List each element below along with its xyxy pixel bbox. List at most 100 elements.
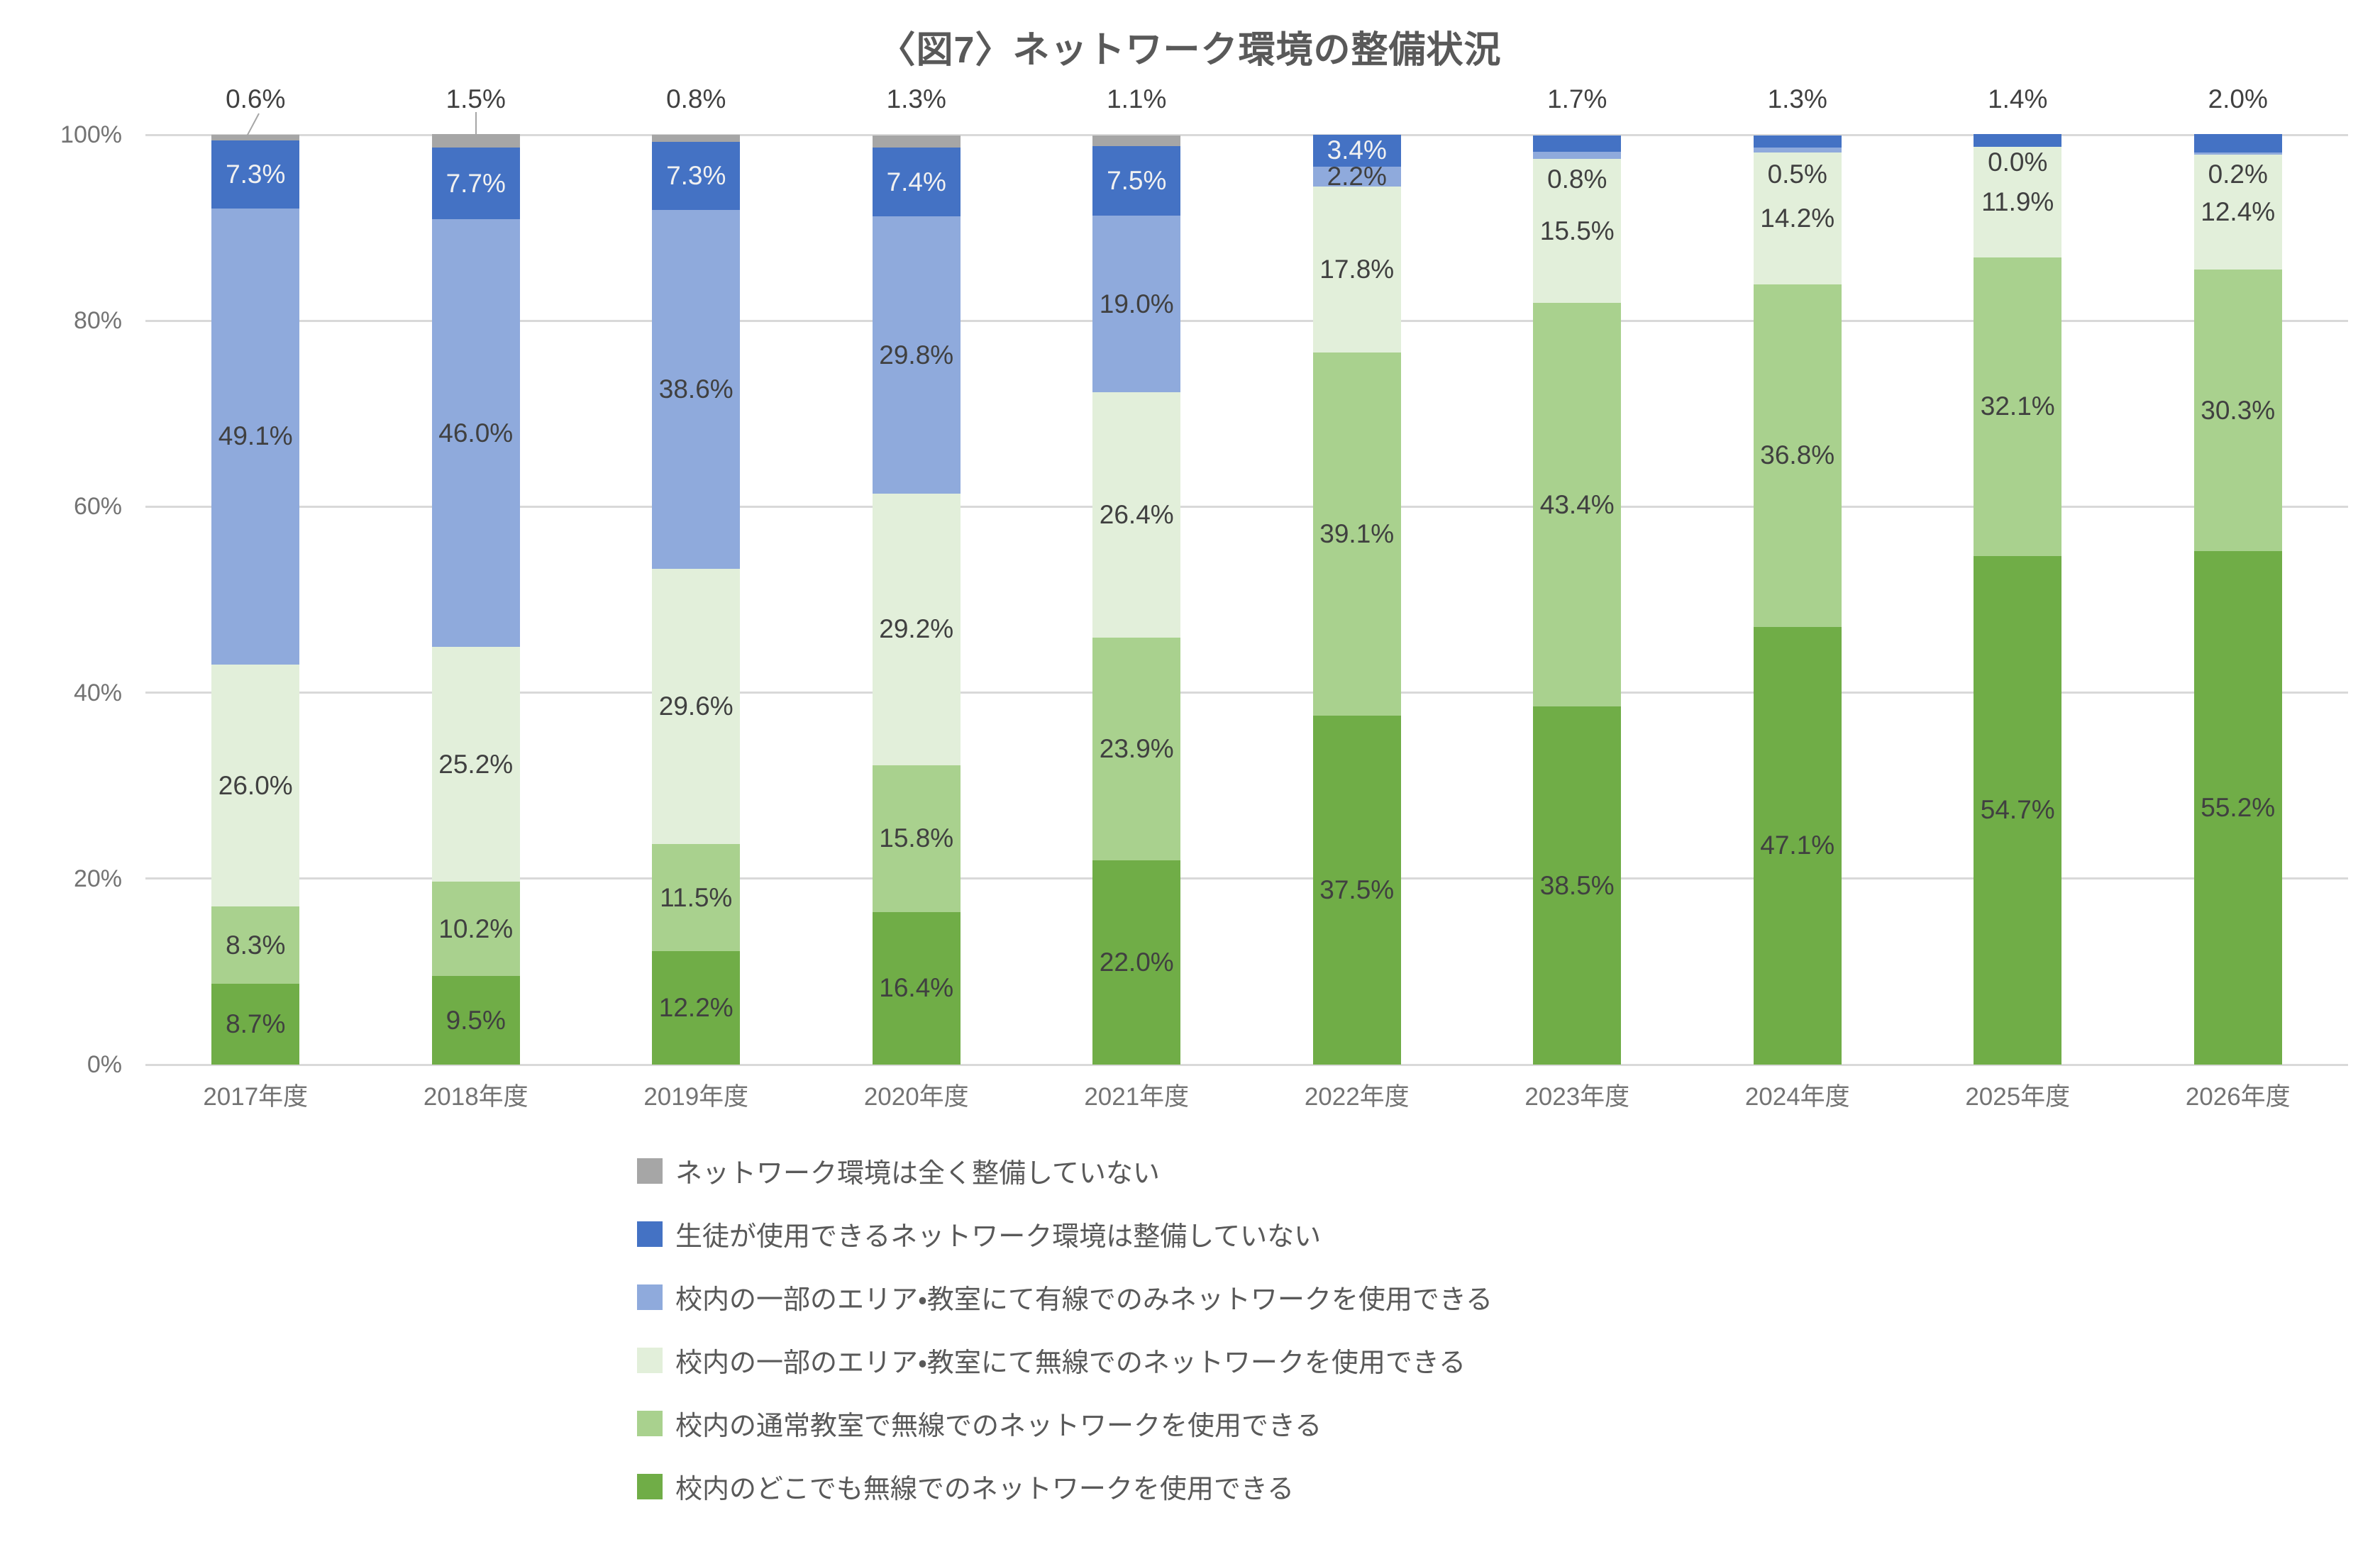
legend-swatch-partial-area-wired-only: [637, 1284, 663, 1310]
data-label-anywhere-wireless: 16.4%: [879, 973, 954, 1003]
data-label-anywhere-wireless: 8.7%: [226, 1009, 286, 1038]
legend: ネットワーク環境は全く整備していない 生徒が使用できるネットワーク環境は整備してい…: [637, 1139, 1493, 1518]
legend-swatch-no-student-network: [637, 1221, 663, 1247]
bar-segment-no-student-network: [652, 142, 741, 211]
data-label-no-student-network: 7.5%: [1107, 165, 1167, 195]
bar-segment-classroom-wireless: [211, 906, 300, 984]
data-label-partial-area-wireless: 14.2%: [1760, 203, 1835, 233]
bar-segment-classroom-wireless: [1312, 352, 1401, 716]
above-data-label-no-student-network: 1.7%: [1547, 84, 1607, 113]
y-axis-tick-label: 60%: [73, 493, 122, 521]
above-data-label-no-network-at-all: 0.6%: [226, 84, 286, 113]
bar-segment-partial-area-wireless: [2193, 154, 2282, 270]
data-label-partial-area-wired-only: 2.2%: [1327, 161, 1387, 191]
bar-segment-partial-area-wireless: [1533, 159, 1622, 304]
x-axis-label: 2024年度: [1744, 1083, 1850, 1111]
bar-segment-anywhere-wireless: [1312, 716, 1401, 1065]
data-label-partial-area-wired-only: 0.0%: [1988, 148, 2048, 177]
gridline-0pct: [145, 1063, 2348, 1066]
legend-swatch-classroom-wireless: [637, 1410, 663, 1436]
data-label-anywhere-wireless: 55.2%: [2201, 793, 2276, 823]
data-label-classroom-wireless: 23.9%: [1099, 733, 1174, 763]
bar-segment-no-student-network: [211, 140, 300, 209]
data-label-classroom-wireless: 30.3%: [2201, 395, 2276, 425]
bar-segment-anywhere-wireless: [211, 983, 300, 1065]
bar-segment-classroom-wireless: [652, 844, 741, 952]
data-label-partial-area-wireless: 26.4%: [1099, 500, 1174, 530]
bar-segment-no-network-at-all: [652, 135, 741, 143]
data-label-classroom-wireless: 8.3%: [226, 930, 286, 960]
bar-segment-partial-area-wireless: [1092, 392, 1181, 638]
data-label-partial-area-wired-only: 46.0%: [438, 418, 514, 448]
gridline-80pct: [145, 319, 2348, 322]
bar-segment-no-network-at-all: [431, 133, 520, 148]
data-label-partial-area-wireless: 25.2%: [438, 749, 514, 779]
data-label-partial-area-wireless: 26.0%: [218, 770, 293, 800]
legend-label: 生徒が使用できるネットワーク環境は整備していない: [675, 1222, 1322, 1252]
data-label-partial-area-wired-only: 19.0%: [1099, 289, 1174, 318]
bar-segment-classroom-wireless: [1092, 638, 1181, 860]
x-axis-label: 2026年度: [2185, 1083, 2291, 1111]
bar-segment-anywhere-wireless: [2193, 551, 2282, 1065]
bar-segment-no-student-network: [2193, 133, 2282, 152]
bar-segment-anywhere-wireless: [652, 951, 741, 1065]
bar-segment-partial-area-wired-only: [211, 208, 300, 665]
x-axis-label: 2019年度: [643, 1083, 749, 1111]
y-axis-tick-label: 40%: [73, 679, 122, 706]
data-label-partial-area-wired-only: 49.1%: [218, 421, 293, 451]
bar-segment-no-student-network: [1312, 135, 1401, 167]
y-axis-tick-label: 20%: [73, 865, 122, 892]
bar-segment-anywhere-wireless: [872, 911, 961, 1065]
data-label-anywhere-wireless: 38.5%: [1539, 870, 1615, 900]
data-label-partial-area-wired-only: 0.2%: [2208, 160, 2268, 189]
legend-swatch-no-network-at-all: [637, 1158, 663, 1184]
bar-segment-partial-area-wired-only: [1533, 151, 1622, 160]
x-axis-label: 2020年度: [863, 1083, 969, 1111]
data-label-classroom-wireless: 15.8%: [879, 823, 954, 853]
data-label-anywhere-wireless: 54.7%: [1980, 795, 2055, 825]
above-data-label-no-network-at-all: 1.3%: [886, 84, 946, 113]
bar-segment-partial-area-wired-only: [1753, 148, 1842, 152]
above-data-label-no-student-network: 1.3%: [1767, 84, 1827, 113]
y-axis-tick-label: 80%: [73, 307, 122, 335]
gridline-60pct: [145, 505, 2348, 508]
data-label-no-student-network: 7.4%: [886, 167, 946, 196]
bar-segment-no-student-network: [1533, 135, 1622, 152]
chart-title: 〈図7〉ネットワーク環境の整備状況: [878, 30, 1502, 71]
data-label-anywhere-wireless: 37.5%: [1319, 875, 1395, 905]
data-label-anywhere-wireless: 12.2%: [658, 993, 734, 1023]
bar-segment-classroom-wireless: [431, 881, 520, 977]
leader-line: [475, 112, 477, 136]
data-label-no-student-network: 7.3%: [226, 159, 286, 189]
data-label-no-student-network: 3.4%: [1327, 135, 1387, 165]
bar-segment-anywhere-wireless: [1753, 626, 1842, 1065]
data-label-partial-area-wired-only: 0.8%: [1547, 164, 1607, 194]
legend-item-anywhere-wireless: 校内のどこでも無線でのネットワークを使用できる: [637, 1455, 1493, 1518]
legend-label: 校内の一部のエリア・教室にて有線でのみネットワークを使用できる: [675, 1285, 1493, 1315]
bar-segment-partial-area-wireless: [652, 569, 741, 845]
legend-swatch-partial-area-wireless: [637, 1347, 663, 1373]
data-label-partial-area-wireless: 29.6%: [658, 692, 734, 721]
x-axis-label: 2017年度: [203, 1083, 309, 1111]
x-axis-label: 2018年度: [423, 1083, 528, 1111]
bar-segment-no-student-network: [431, 148, 520, 220]
bar-segment-classroom-wireless: [1753, 284, 1842, 627]
bar-segment-classroom-wireless: [2193, 270, 2282, 552]
data-label-partial-area-wireless: 17.8%: [1319, 255, 1395, 284]
bar-segment-partial-area-wireless: [431, 647, 520, 882]
bar-segment-no-student-network: [1753, 135, 1842, 148]
legend-item-partial-area-wireless: 校内の一部のエリア・教室にて無線でのネットワークを使用できる: [637, 1328, 1493, 1392]
bar-segment-anywhere-wireless: [1092, 860, 1181, 1065]
legend-label: 校内のどこでも無線でのネットワークを使用できる: [675, 1475, 1295, 1504]
bar-segment-no-student-network: [1092, 145, 1181, 216]
x-axis-label: 2021年度: [1084, 1083, 1190, 1111]
legend-label: 校内の一部のエリア・教室にて無線でのネットワークを使用できる: [675, 1348, 1466, 1378]
legend-item-partial-area-wired-only: 校内の一部のエリア・教室にて有線でのみネットワークを使用できる: [637, 1265, 1493, 1328]
bar-segment-classroom-wireless: [1533, 303, 1622, 707]
bar-segment-classroom-wireless: [1974, 257, 2062, 556]
data-label-classroom-wireless: 39.1%: [1319, 519, 1395, 549]
data-label-partial-area-wired-only: 38.6%: [658, 374, 734, 404]
bar-segment-no-student-network: [872, 148, 961, 217]
legend-item-classroom-wireless: 校内の通常教室で無線でのネットワークを使用できる: [637, 1392, 1493, 1455]
